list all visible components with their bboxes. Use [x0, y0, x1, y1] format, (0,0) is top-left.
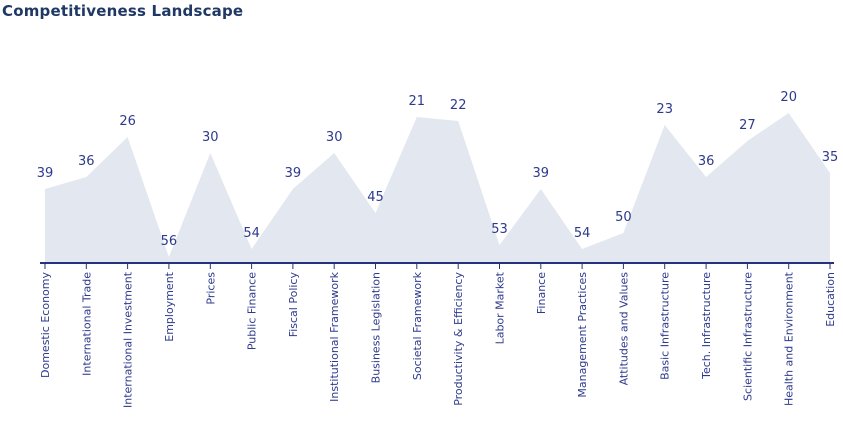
data-label: 30 — [326, 130, 343, 145]
category-label: Employment — [163, 271, 176, 341]
data-label: 54 — [574, 226, 591, 241]
data-label: 39 — [37, 166, 54, 181]
data-label: 39 — [285, 166, 302, 181]
data-label: 26 — [119, 114, 136, 129]
category-label: Domestic Economy — [39, 272, 52, 378]
data-label: 30 — [202, 130, 219, 145]
data-label: 36 — [698, 154, 715, 169]
data-label: 35 — [822, 150, 839, 165]
category-label: Prices — [204, 272, 217, 305]
data-label: 20 — [780, 90, 797, 105]
data-label: 54 — [243, 226, 260, 241]
category-label: International Investment — [122, 271, 135, 408]
data-label: 21 — [409, 94, 426, 109]
category-label: Institutional Framework — [328, 271, 341, 401]
category-label: Education — [824, 272, 837, 327]
data-label: 36 — [78, 154, 95, 169]
data-label: 27 — [739, 118, 756, 133]
category-label: Societal Framework — [411, 271, 424, 380]
chart-title: Competitiveness Landscape — [2, 2, 244, 20]
category-label: Basic Infrastructure — [659, 272, 672, 380]
category-label: Scientific Infrastructure — [741, 272, 754, 401]
data-label: 56 — [161, 234, 178, 249]
category-label: Public Finance — [246, 272, 259, 350]
category-label: International Trade — [80, 272, 93, 376]
series-area — [45, 113, 830, 263]
category-label: Attitudes and Values — [617, 272, 630, 386]
category-label: Fiscal Policy — [287, 272, 300, 338]
category-label: Productivity & Efficiency — [452, 272, 465, 406]
category-label: Finance — [535, 272, 548, 314]
category-label: Business Legislation — [370, 272, 383, 383]
data-label: 50 — [615, 210, 632, 225]
data-label: 39 — [533, 166, 550, 181]
data-label: 53 — [491, 222, 508, 237]
category-label: Management Practices — [576, 272, 589, 398]
data-label: 22 — [450, 98, 467, 113]
category-label: Labor Market — [494, 271, 507, 344]
data-label: 45 — [367, 190, 384, 205]
category-label: Health and Environment — [783, 271, 796, 406]
data-label: 23 — [656, 102, 673, 117]
category-label: Tech. Infrastructure — [700, 272, 713, 380]
